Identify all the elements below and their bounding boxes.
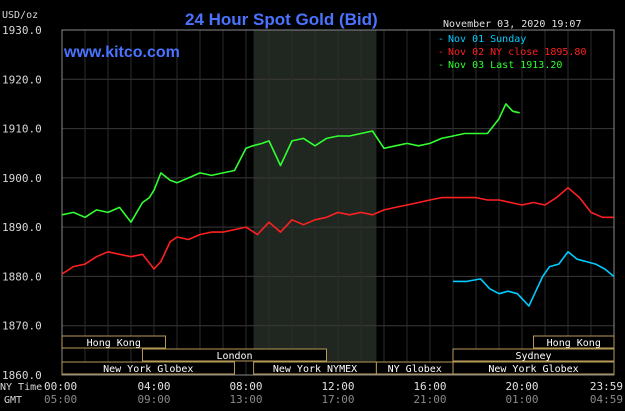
market-sessions: Hong Kong Hong Kong London Sydney New York G… xyxy=(61,335,615,375)
legend-entry-nov03: Nov 03 Last 1913.20 xyxy=(448,60,562,71)
date-label: November 03, 2020 19:07 xyxy=(443,19,581,30)
x-tick-label-gmt: 04:59 xyxy=(590,393,623,406)
x-tick-label-ny: 16:00 xyxy=(413,380,446,393)
session-label: Hong Kong xyxy=(547,338,601,349)
price-series xyxy=(61,103,615,307)
ny-time-row-label: NY Time xyxy=(0,382,42,393)
x-tick-label-gmt: 09:00 xyxy=(137,393,170,406)
x-tick-label-ny: 04:00 xyxy=(137,380,170,393)
price-line-1 xyxy=(61,186,614,275)
gmt-row-label: GMT xyxy=(4,395,22,406)
session-label: Sydney xyxy=(515,351,551,362)
y-tick-label: 1880.0 xyxy=(2,270,42,283)
session-box xyxy=(533,335,615,349)
legend-dash-nov01: - xyxy=(438,34,444,45)
price-line-2 xyxy=(61,103,520,223)
session-box xyxy=(61,361,235,375)
session-label: New York Globex xyxy=(488,364,578,375)
x-tick-label-gmt: 21:00 xyxy=(413,393,446,406)
session-label: New York NYMEX xyxy=(273,364,357,375)
x-tick-label-ny: 00:00 xyxy=(44,380,77,393)
y-tick-label: 1910.0 xyxy=(2,123,42,136)
chart-subtitle: www.kitco.com xyxy=(63,44,180,61)
session-box xyxy=(142,348,327,362)
grid-lines xyxy=(62,30,614,375)
session-label: NY Globex xyxy=(388,364,442,375)
session-box xyxy=(452,361,615,375)
y-tick-label: 1920.0 xyxy=(2,73,42,86)
plot-frame xyxy=(61,29,615,376)
y-tick-label: 1870.0 xyxy=(2,320,42,333)
x-tick-label-gmt: 01:00 xyxy=(505,393,538,406)
x-tick-label-gmt: 17:00 xyxy=(321,393,354,406)
session-box xyxy=(61,335,166,349)
legend-dash-nov03: - xyxy=(438,60,444,71)
y-tick-label: 1890.0 xyxy=(2,221,42,234)
x-tick-label-ny: 08:00 xyxy=(229,380,262,393)
chart-title: 24 Hour Spot Gold (Bid) xyxy=(185,10,378,29)
x-tick-labels: 00:00 04:00 08:00 12:00 16:00 20:00 23:59 05:00… xyxy=(44,380,623,406)
x-tick-label-gmt: 05:00 xyxy=(44,393,77,406)
session-label: New York Globex xyxy=(103,364,193,375)
x-tick-label-ny: 20:00 xyxy=(505,380,538,393)
x-tick-label-ny: 12:00 xyxy=(321,380,354,393)
price-line-0 xyxy=(453,251,615,307)
x-tick-label-ny: 23:59 xyxy=(590,380,623,393)
legend-entry-nov01: Nov 01 Sunday xyxy=(448,34,526,45)
legend-dash-nov02: - xyxy=(438,47,444,58)
y-tick-labels: 1930.0 1920.0 1910.0 1900.0 1890.0 1880.0 1870… xyxy=(2,24,42,382)
session-label: London xyxy=(216,351,252,362)
session-label: Hong Kong xyxy=(87,338,141,349)
y-tick-label: 1860.0 xyxy=(2,369,42,382)
legend: - Nov 01 Sunday - Nov 02 NY close 1895.8… xyxy=(438,34,586,71)
legend-entry-nov02: Nov 02 NY close 1895.80 xyxy=(448,47,586,58)
session-box xyxy=(452,348,615,362)
y-tick-label: 1900.0 xyxy=(2,172,42,185)
x-tick-label-gmt: 13:00 xyxy=(229,393,262,406)
y-axis-label: USD/oz xyxy=(2,10,38,21)
y-tick-label: 1930.0 xyxy=(2,24,42,37)
